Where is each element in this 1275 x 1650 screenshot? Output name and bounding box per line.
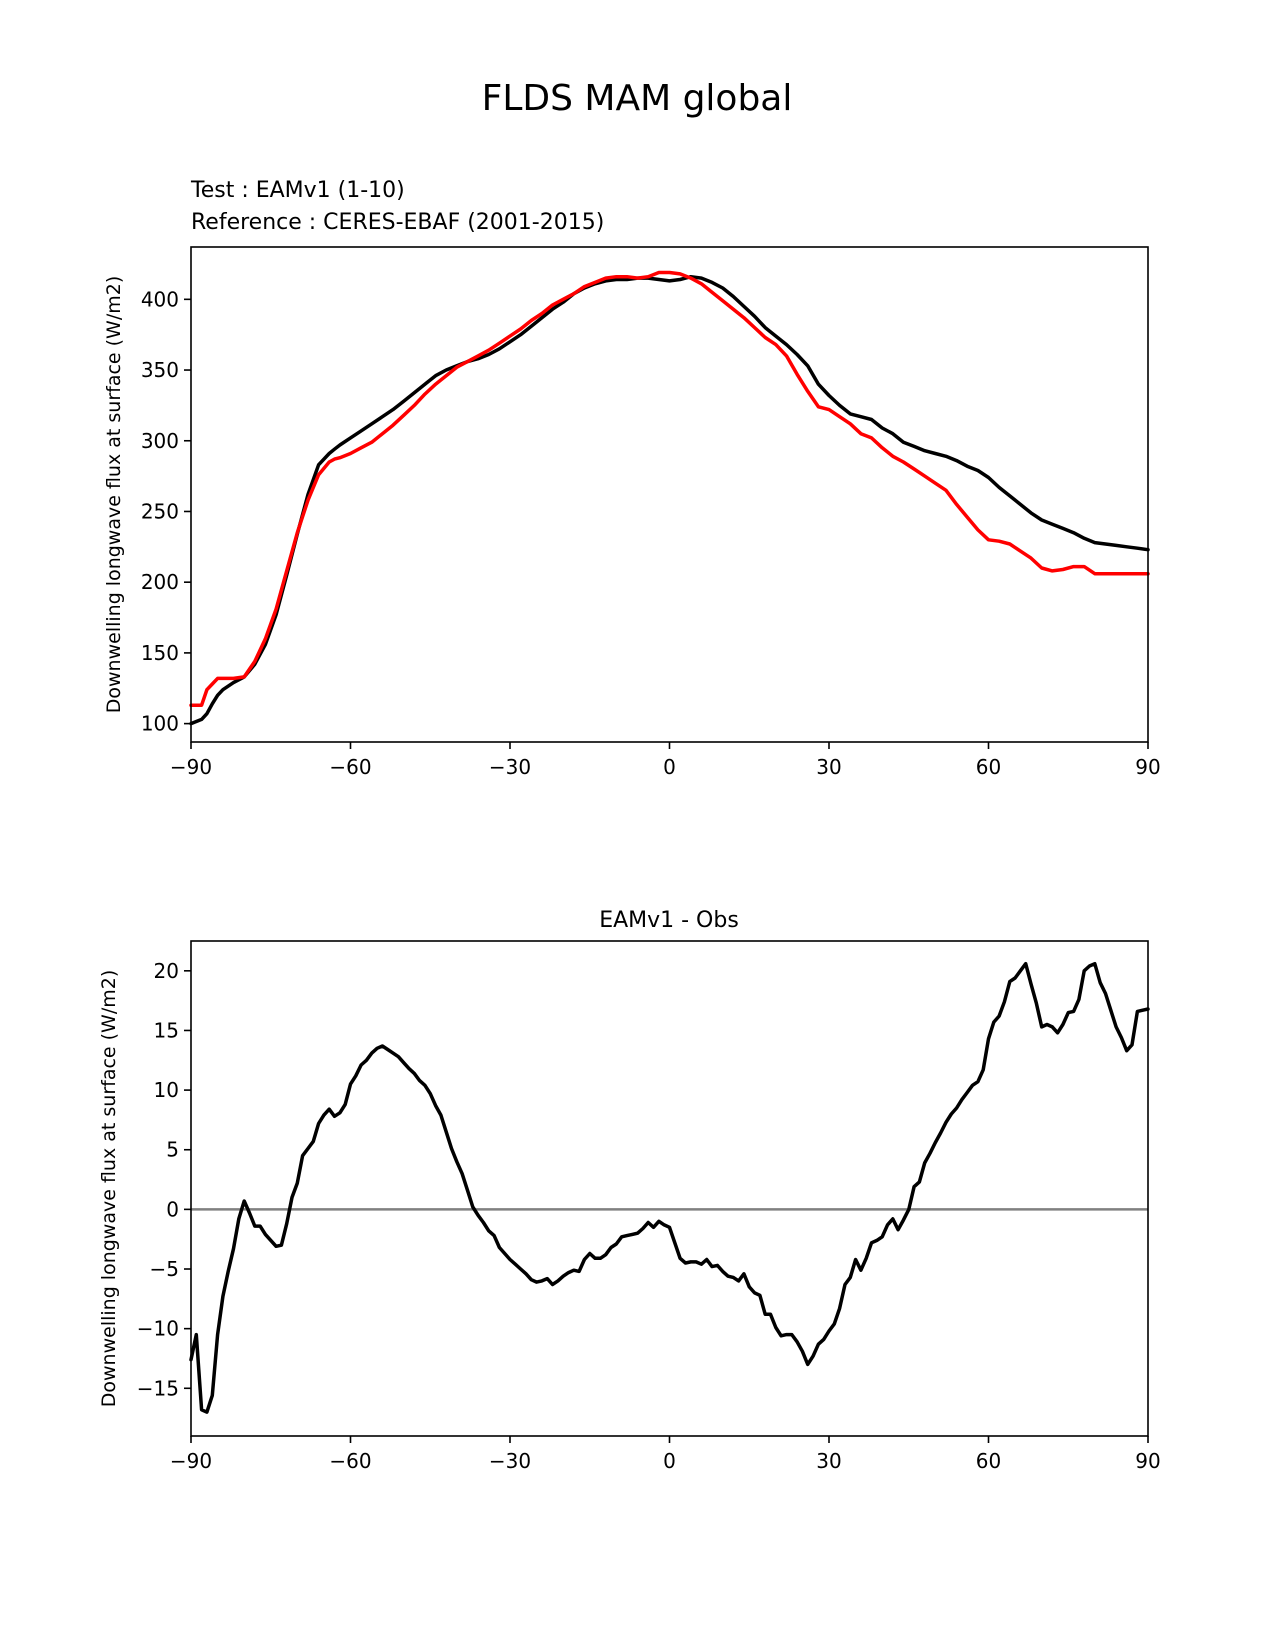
- axes-frame: [190, 940, 1149, 1437]
- x-tick-label: 0: [663, 755, 676, 779]
- y-tick-label: 150: [141, 641, 179, 665]
- reference-label: Reference : CERES-EBAF (2001-2015): [191, 210, 604, 235]
- bottom-panel: EAMv1 - Obs −90 −60 −30 0 30 60 90 −15 −10 −5 0 5 10…: [98, 908, 1161, 1473]
- difference-panel-title: EAMv1 - Obs: [599, 908, 739, 933]
- x-tick-label: −30: [489, 755, 531, 779]
- x-tick-label: −30: [489, 1449, 531, 1473]
- y-tick-label: 200: [141, 570, 179, 594]
- x-tick-label: −60: [329, 1449, 371, 1473]
- x-tick-label: 30: [816, 1449, 841, 1473]
- x-tick-label: 60: [976, 755, 1001, 779]
- y-tick-label: 10: [154, 1078, 179, 1102]
- bottom-plot-area: −90 −60 −30 0 30 60 90 −15 −10 −5 0 5 10 15 20 Downwell…: [98, 940, 1161, 1473]
- y-tick-label: 15: [154, 1018, 179, 1042]
- y-tick-label: −15: [137, 1376, 179, 1400]
- y-tick-label: 20: [154, 959, 179, 983]
- y-tick-label: 350: [141, 358, 179, 382]
- x-tick-label: −90: [170, 1449, 212, 1473]
- y-tick-label: 250: [141, 499, 179, 523]
- y-tick-label: 400: [141, 287, 179, 311]
- axes-frame: [190, 246, 1149, 743]
- y-tick-label: −10: [137, 1317, 179, 1341]
- x-tick-label: 30: [816, 755, 841, 779]
- series-line-0: [189, 961, 1150, 1414]
- x-tick-label: −90: [170, 755, 212, 779]
- x-tick-label: −60: [329, 755, 371, 779]
- x-tick-label: 60: [976, 1449, 1001, 1473]
- x-tick-label: 90: [1135, 755, 1160, 779]
- test-label: Test : EAMv1 (1-10): [190, 178, 405, 203]
- y-tick-label: −5: [150, 1257, 179, 1281]
- top-panel: Test : EAMv1 (1-10) Reference : CERES-EB…: [103, 178, 1161, 779]
- series-line-0: [189, 274, 1150, 726]
- x-tick-label: 0: [663, 1449, 676, 1473]
- top-plot-area: −90 −60 −30 0 30 60 90 100 150 200 250 300 350 400 Dow…: [103, 246, 1161, 779]
- y-tick-label: 100: [141, 712, 179, 736]
- series-line-1: [189, 270, 1150, 707]
- y-axis-title: Downwelling longwave flux at surface (W/…: [103, 276, 125, 714]
- y-tick-label: 300: [141, 429, 179, 453]
- y-axis-title: Downwelling longwave flux at surface (W/…: [98, 970, 120, 1408]
- figure-title: FLDS MAM global: [482, 78, 793, 119]
- y-tick-label: 5: [166, 1138, 179, 1162]
- y-tick-label: 0: [166, 1197, 179, 1221]
- x-tick-label: 90: [1135, 1449, 1160, 1473]
